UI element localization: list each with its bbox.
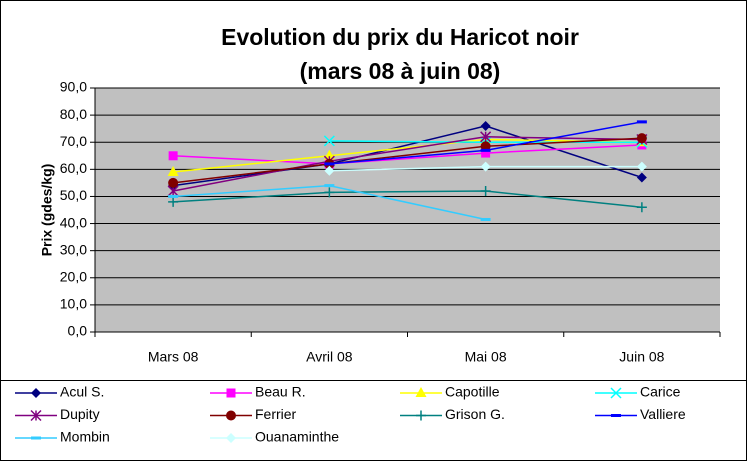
series-line	[172, 136, 642, 192]
y-tick-label: 10,0	[60, 296, 87, 312]
y-tick-label: 50,0	[60, 187, 87, 203]
marker	[324, 165, 335, 176]
legend-label: Acul S.	[60, 384, 104, 400]
y-axis-label: Prix (gdes/kg)	[39, 164, 55, 257]
series-line	[173, 190, 642, 209]
marker	[324, 184, 335, 188]
y-tick-label: 90,0	[60, 79, 87, 95]
marker	[416, 410, 426, 421]
marker	[636, 172, 647, 183]
legend-label: Dupity	[60, 406, 100, 422]
marker	[226, 388, 236, 398]
marker	[636, 161, 647, 172]
marker	[168, 194, 179, 198]
x-tick-label: Mars 08	[148, 349, 199, 365]
marker	[636, 120, 647, 124]
marker	[323, 149, 335, 160]
marker	[168, 196, 179, 207]
y-tick-label: 20,0	[60, 268, 87, 284]
legend-label: Grison G.	[445, 406, 505, 422]
marker	[31, 388, 41, 398]
y-tick-label: 0,0	[68, 323, 88, 339]
y-tick-label: 40,0	[60, 214, 87, 230]
legend-label: Carice	[640, 384, 681, 400]
legend-label: Ouanaminthe	[255, 429, 339, 445]
marker	[611, 414, 621, 417]
series-line	[173, 138, 642, 173]
marker	[480, 161, 491, 172]
marker	[481, 148, 491, 158]
marker	[323, 135, 335, 147]
y-tick-label: 30,0	[60, 241, 87, 257]
marker	[636, 202, 647, 213]
x-tick-label: Avril 08	[306, 349, 353, 365]
x-tick-label: Mai 08	[465, 349, 507, 365]
series-line	[173, 125, 643, 187]
y-tick-label: 80,0	[60, 106, 87, 122]
chart-title: (mars 08 à juin 08)	[300, 58, 501, 84]
chart-title: Evolution du prix du Haricot noir	[221, 24, 579, 50]
legend-label: Mombin	[60, 429, 110, 445]
marker	[226, 433, 236, 443]
marker	[30, 409, 42, 422]
marker	[480, 131, 492, 143]
marker	[31, 436, 41, 440]
marker	[480, 120, 491, 131]
marker	[636, 133, 647, 144]
legend-label: Ferrier	[255, 406, 297, 422]
y-tick-label: 60,0	[60, 160, 87, 176]
marker	[610, 387, 622, 399]
legend-label: Valliere	[640, 406, 686, 422]
marker	[480, 148, 491, 152]
legend-label: Capotille	[445, 384, 500, 400]
marker	[480, 217, 491, 221]
marker	[324, 162, 335, 166]
marker	[168, 151, 178, 161]
marker	[480, 141, 491, 152]
legend-box	[0, 380, 747, 461]
marker	[167, 166, 179, 177]
marker	[168, 177, 179, 188]
marker	[415, 387, 427, 397]
marker	[480, 186, 491, 197]
y-tick-label: 70,0	[60, 133, 87, 149]
marker	[226, 410, 236, 421]
x-tick-label: Juin 08	[619, 349, 664, 365]
legend-label: Beau R.	[255, 384, 306, 400]
series-line	[173, 137, 642, 184]
series-line	[173, 144, 642, 165]
plot-area	[95, 88, 720, 332]
marker	[324, 187, 335, 198]
